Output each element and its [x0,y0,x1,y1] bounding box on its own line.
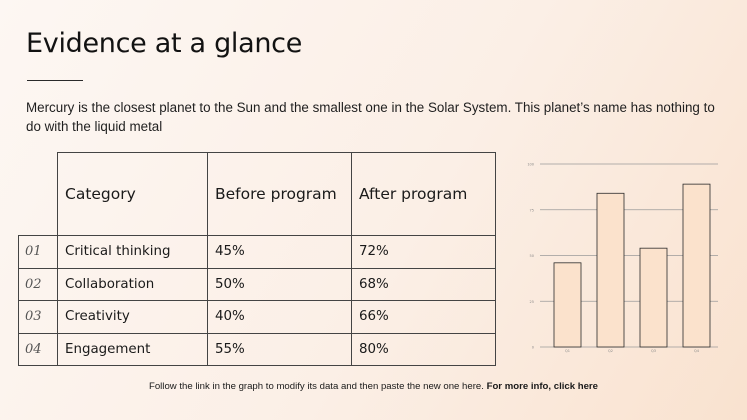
table-row: 01 Critical thinking 45% 72% [18,235,496,269]
header-before-program: Before program [207,152,352,236]
header-after-program: After program [351,152,496,236]
results-table: Category Before program After program 01… [18,152,496,366]
row-number: 04 [18,332,58,366]
chart-bar [596,192,625,348]
row-number: 01 [18,235,58,269]
x-tick-label: Q3 [651,349,656,353]
row-before-value: 40% [207,300,352,334]
footer-note: Follow the link in the graph to modify i… [0,381,747,392]
row-number: 02 [18,267,58,301]
table-row: 04 Engagement 55% 80% [18,332,496,366]
header-category: Category [57,152,208,236]
y-tick-label: 0 [532,346,534,350]
y-tick-label: 25 [530,300,534,304]
y-tick-label: 75 [530,208,534,212]
row-before-value: 50% [207,267,352,301]
more-info-link[interactable]: For more info, click here [486,381,599,392]
row-after-value: 72% [351,235,496,269]
y-tick-label: 100 [527,163,534,167]
footer-text: Follow the link in the graph to modify i… [148,381,487,392]
header-blank-cell [18,152,58,236]
chart-bar [553,262,582,348]
table-header-row: Category Before program After program [18,152,496,236]
x-tick-label: Q2 [608,349,613,353]
table-row: 03 Creativity 40% 66% [18,300,496,334]
page-title: Evidence at a glance [26,28,303,59]
row-after-value: 80% [351,332,496,366]
x-tick-label: Q4 [694,349,700,353]
row-category: Critical thinking [57,235,208,269]
row-after-value: 68% [351,267,496,301]
table-row: 02 Collaboration 50% 68% [18,267,496,301]
row-after-value: 66% [351,300,496,334]
row-before-value: 55% [207,332,352,366]
chart-bar [682,183,711,348]
description-text: Mercury is the closest planet to the Sun… [26,100,715,134]
x-tick-label: Q1 [565,349,570,353]
row-category: Engagement [57,332,208,366]
y-tick-label: 50 [530,254,534,258]
row-before-value: 45% [207,235,352,269]
row-number: 03 [18,300,58,334]
title-underline [27,80,83,81]
bar-chart[interactable]: 0 25 50 75 100 Q1 Q2 Q3 Q4 [520,152,720,357]
row-category: Creativity [57,300,208,334]
row-category: Collaboration [57,267,208,301]
chart-bar [639,247,668,348]
